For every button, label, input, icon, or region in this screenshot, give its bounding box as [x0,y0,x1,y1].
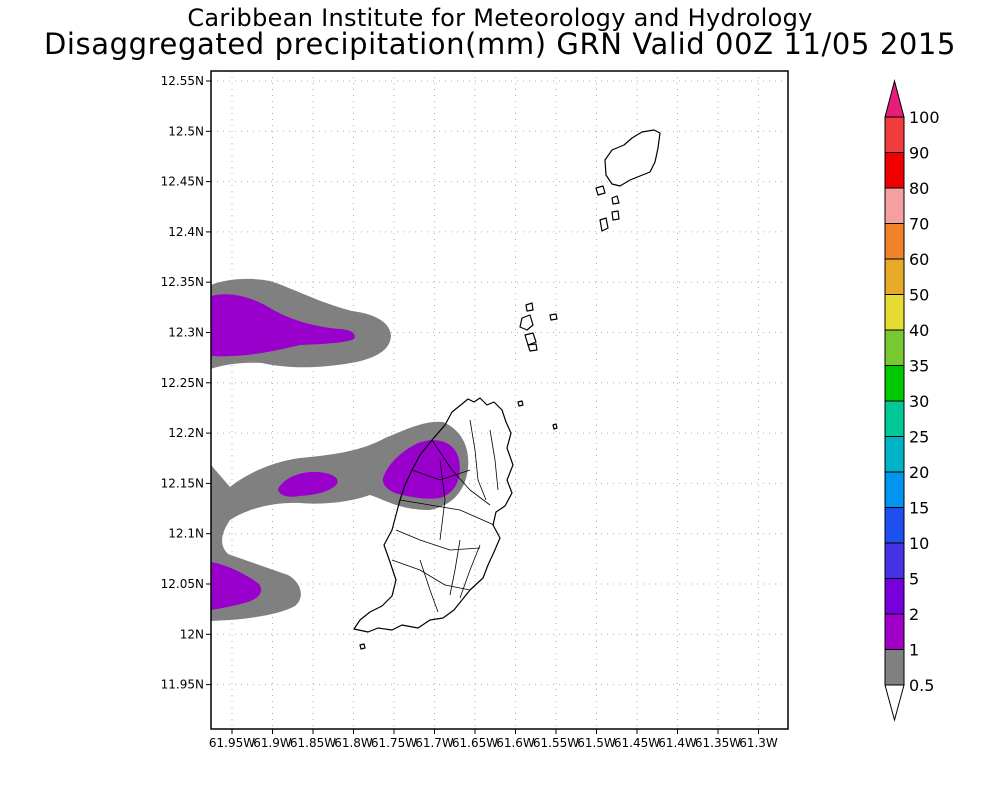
plot-frame [210,70,789,730]
small-island-1 [599,217,609,232]
colorbar-swatch [884,223,905,260]
ronde-island [519,314,534,331]
precip-layer [211,278,469,621]
small-island-2 [611,210,620,221]
small-island-5 [524,332,537,346]
lon-tick-label: 61.5W [577,736,616,750]
colorbar-label: 100 [909,108,940,127]
colorbar-swatch [884,116,905,153]
colorbar-over-triangle [884,79,905,118]
colorbar-label: 20 [909,463,929,482]
precip-band-purple-central-east [382,440,460,499]
lat-tick-label: 12N [180,627,204,641]
colorbar-swatch [884,578,905,615]
coastlines [353,129,661,650]
colorbar-swatch [884,649,905,686]
colorbar-swatch [884,613,905,650]
colorbar-label: 2 [909,605,919,624]
colorbar-label: 25 [909,428,929,447]
colorbar-label: 1 [909,641,919,660]
lon-tick-label: 61.45W [614,736,660,750]
title-line-1: Caribbean Institute for Meteorology and … [187,4,813,32]
lon-tick-label: 61.8W [334,736,373,750]
lon-tick-label: 61.65W [452,736,498,750]
small-island-3 [595,185,606,196]
precip-band-purple-south [211,562,262,610]
small-island-6 [527,343,538,352]
lat-tick-label: 12.1N [168,527,204,541]
colorbar-swatch [884,507,905,544]
colorbar-label: 15 [909,499,929,518]
lat-tick-label: 12.2N [168,426,204,440]
grenada-island [353,397,514,633]
colorbar-swatch [884,365,905,402]
parish-lines [391,419,499,613]
lat-tick-label: 12.3N [168,326,204,340]
colorbar-label: 50 [909,286,929,305]
lon-tick-label: 61.9W [253,736,292,750]
colorbar-swatch [884,436,905,473]
colorbar-label: 60 [909,250,929,269]
lon-tick-label: 61.55W [533,736,579,750]
small-island-8 [549,313,558,321]
lon-tick-label: 61.35W [695,736,741,750]
lat-tick-label: 12.45N [161,175,204,189]
colorbar-label: 10 [909,534,929,553]
colorbar-swatch [884,258,905,295]
colorbar-under-triangle [884,684,905,722]
colorbar-label: 80 [909,179,929,198]
precip-band-purple-central-west [278,471,338,497]
colorbar-swatch [884,187,905,224]
latitude-axis: 12.55N 12.5N 12.45N 12.4N 12.35N 12.3N 12.25N 1… [161,74,211,692]
carriacou-island [604,129,661,187]
lat-tick-label: 12.5N [168,124,204,138]
longitude-axis: 61.95W61.9W61.85W61.8W61.75W61.7W61.65W6… [209,729,778,750]
colorbar-swatch [884,152,905,189]
small-island-10 [552,423,558,430]
colorbar-label: 90 [909,144,929,163]
lat-tick-label: 12.35N [161,275,204,289]
colorbar-swatch [884,542,905,579]
lat-tick-label: 12.55N [161,74,204,88]
colorbar-swatch [884,471,905,508]
colorbar-label: 40 [909,321,929,340]
lat-tick-label: 12.4N [168,225,204,239]
small-island-11 [359,643,366,650]
colorbar-swatch [884,294,905,331]
lat-tick-label: 11.95N [161,678,204,692]
plot-background [211,71,788,729]
lat-tick-label: 12.25N [161,376,204,390]
lat-tick-label: 12.05N [161,577,204,591]
lon-tick-label: 61.6W [496,736,535,750]
lon-tick-label: 61.7W [415,736,454,750]
lon-tick-label: 61.85W [290,736,336,750]
colorbar-swatch [884,329,905,366]
colorbar-swatch [884,400,905,437]
lat-tick-label: 12.15N [161,476,204,490]
lon-tick-label: 61.3W [739,736,778,750]
small-island-9 [517,400,524,407]
small-island-4 [611,195,620,205]
title-line-2: Disaggregated precipitation(mm) GRN Vali… [43,27,957,61]
colorbar-label: 30 [909,392,929,411]
colorbar-label: 0.5 [909,676,934,695]
small-island-7 [525,302,534,312]
colorbar-label: 5 [909,570,919,589]
colorbar-label: 35 [909,357,929,376]
lon-tick-label: 61.95W [209,736,255,750]
precip-band-purple-north [211,294,355,357]
colorbar-label: 70 [909,215,929,234]
lon-tick-label: 61.75W [371,736,417,750]
lon-tick-label: 61.4W [658,736,697,750]
